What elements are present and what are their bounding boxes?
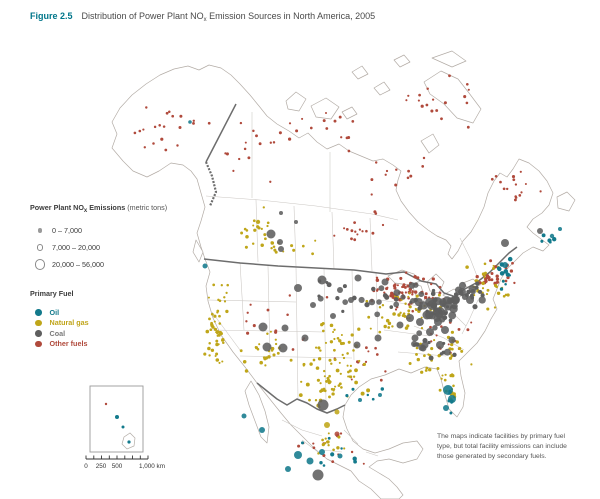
scale-label: 1,000 km (139, 463, 165, 470)
scale-bar (85, 455, 149, 460)
size-legend-row: 7,000 – 20,000 (30, 239, 200, 256)
figure-title: Distribution of Power Plant NOx Emission… (81, 11, 376, 23)
emissions-legend-title: Power Plant NOx Emissions (metric tons) (30, 203, 168, 214)
size-legend-row: 0 – 7,000 (30, 222, 200, 239)
fuel-legend-row-coal: Coal (30, 328, 200, 339)
map-legend: Power Plant NOx Emissions (metric tons) … (30, 203, 200, 349)
size-symbol-large (34, 259, 46, 270)
natural-gas-dot-icon (35, 319, 42, 326)
fuel-legend-row-oil: Oil (30, 307, 200, 318)
scale-label: 250 (95, 463, 107, 470)
size-legend: 0 – 7,000 7,000 – 20,000 20,000 – 56,000 (30, 222, 200, 273)
fuel-legend: Oil Natural gas Coal Other fuels (30, 307, 200, 349)
facility-dots-large (188, 120, 562, 481)
fuel-legend-row-natural-gas: Natural gas (30, 318, 200, 329)
state-province-borders (205, 112, 479, 457)
map-note: The maps indicate facilities by primary … (437, 433, 567, 461)
size-legend-row: 20,000 – 56,000 (30, 256, 200, 273)
fuel-legend-row-other-fuels: Other fuels (30, 339, 200, 350)
hawaii-inset (89, 385, 144, 453)
size-symbol-medium (36, 244, 44, 251)
scale-label: 500 (111, 463, 123, 470)
other-fuels-dot-icon (35, 340, 42, 347)
figure-label: Figure 2.5 (30, 11, 73, 21)
primary-fuel-title: Primary Fuel (30, 289, 74, 298)
coal-dot-icon (35, 330, 42, 337)
figure-header: Figure 2.5 Distribution of Power Plant NO… (30, 11, 376, 23)
size-symbol-small (37, 228, 43, 233)
great-lakes (387, 269, 481, 308)
national-borders (203, 103, 518, 414)
scale-label: 0 (84, 463, 88, 470)
oil-dot-icon (35, 309, 42, 316)
